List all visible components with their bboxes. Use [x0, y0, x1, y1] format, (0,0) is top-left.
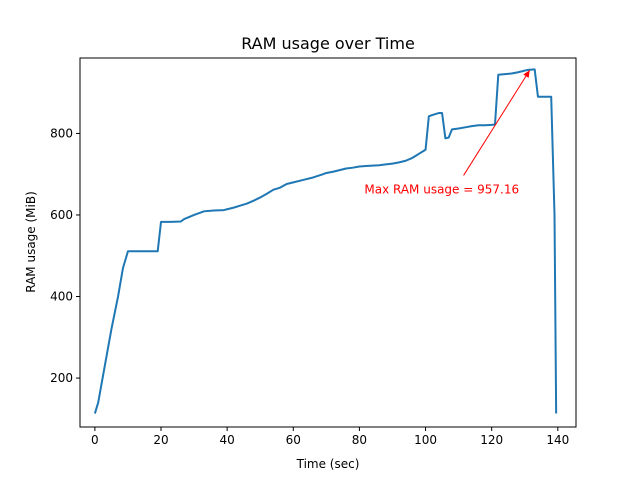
plot-area — [93, 68, 558, 414]
series-line-0 — [93, 68, 558, 414]
y-tick-label: 400 — [50, 290, 73, 304]
annotation: Max RAM usage = 957.16 — [364, 69, 531, 197]
y-axis: 200 400 600 800 — [50, 126, 80, 385]
x-tick-label: 60 — [286, 433, 301, 447]
axes-frame — [79, 57, 577, 428]
annotation-label: Max RAM usage = 957.16 — [364, 183, 519, 197]
annotation-arrow-head — [523, 70, 530, 78]
x-tick-label: 100 — [414, 433, 437, 447]
x-tick-label: 120 — [480, 433, 503, 447]
y-tick-label: 800 — [50, 126, 73, 140]
x-tick-label: 80 — [352, 433, 367, 447]
x-tick-label: 140 — [546, 433, 569, 447]
x-tick-label: 0 — [91, 433, 99, 447]
x-tick-label: 20 — [153, 433, 168, 447]
annotation-arrow-line — [463, 69, 531, 176]
y-tick-label: 200 — [50, 371, 73, 385]
chart-title: RAM usage over Time — [241, 34, 415, 53]
y-axis-label: RAM usage (MiB) — [24, 191, 38, 293]
x-axis-label: Time (sec) — [296, 457, 360, 471]
y-tick-label: 600 — [50, 208, 73, 222]
x-axis: 0 20 40 60 80 100 120 140 — [91, 427, 569, 447]
x-tick-label: 40 — [220, 433, 235, 447]
